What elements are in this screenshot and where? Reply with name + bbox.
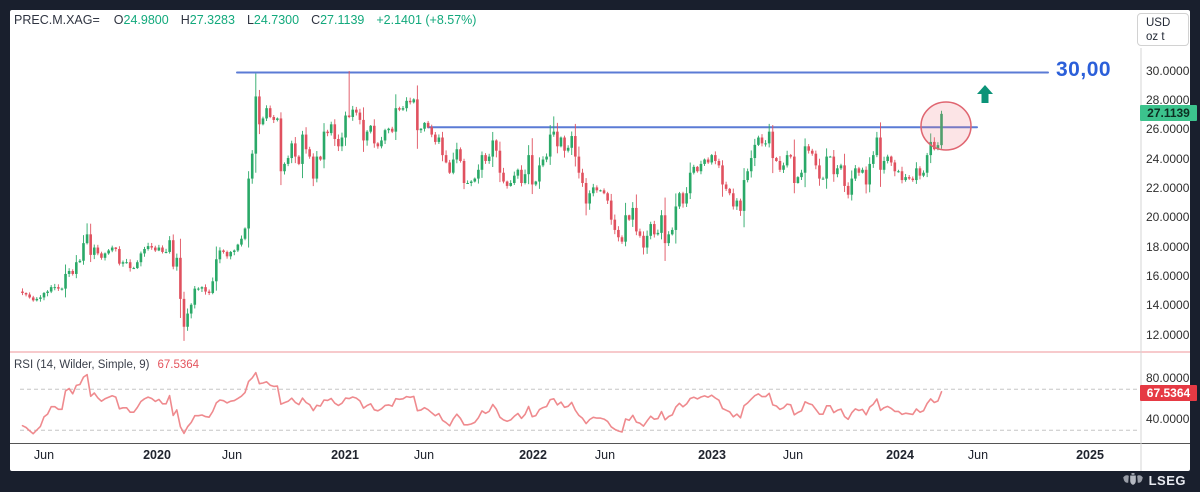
time-axis-tick: 2024 <box>886 448 914 462</box>
time-axis-tick: Jun <box>594 448 616 462</box>
lseg-logo: LSEG <box>1122 471 1186 489</box>
last-price-badge: 27.1139 <box>1140 105 1197 121</box>
lseg-brand-text: LSEG <box>1148 472 1186 488</box>
rsi-value: 67.5364 <box>157 359 200 371</box>
open-label: O <box>113 13 124 27</box>
rsi-axis-tick: 40.0000 <box>1146 412 1190 426</box>
chart-panel <box>10 10 1190 471</box>
time-axis-tick: 2020 <box>143 448 171 462</box>
open-value: 24.9800 <box>123 13 169 27</box>
highlight-circle <box>920 101 972 151</box>
time-axis-tick: Jun <box>967 448 989 462</box>
rsi-header: RSI (14, Wilder, Simple, 9) 67.5364 <box>14 359 199 371</box>
price-axis-tick: 12.0000 <box>1146 327 1190 342</box>
time-axis-tick: Jun <box>782 448 804 462</box>
low-value: 24.7300 <box>253 13 300 27</box>
low-label: L <box>246 13 254 27</box>
time-axis-tick: Jun <box>221 448 243 462</box>
price-unit-box: USD oz t <box>1137 13 1189 46</box>
unit-currency: USD <box>1146 17 1171 29</box>
price-axis-tick: 28.0000 <box>1146 92 1190 107</box>
rsi-guide-lines <box>20 388 1140 431</box>
change-value: +2.1401 (+8.57%) <box>376 13 477 27</box>
high-value: 27.3283 <box>189 13 235 27</box>
candlestick-series <box>21 71 943 341</box>
rsi-label: RSI (14, Wilder, Simple, 9) <box>14 359 150 371</box>
instrument-header: PREC.M.XAG= O24.9800 H27.3283 L24.7300 C27.1… <box>14 13 476 27</box>
time-axis-tick: 2025 <box>1076 448 1104 462</box>
time-axis-tick: Jun <box>413 448 435 462</box>
price-axis-tick: 14.0000 <box>1146 298 1190 313</box>
breakout-arrow-icon <box>977 85 993 103</box>
symbol-label: PREC.M.XAG= <box>14 13 100 27</box>
lseg-crest-icon <box>1122 473 1143 485</box>
rsi-line <box>21 371 943 435</box>
close-value: 27.1139 <box>320 13 365 27</box>
resistance-lines <box>236 71 1049 129</box>
price-axis-tick: 22.0000 <box>1146 180 1190 195</box>
price-axis-tick: 24.0000 <box>1146 151 1190 166</box>
price-axis-tick: 30.0000 <box>1146 63 1190 78</box>
price-axis-tick: 20.0000 <box>1146 210 1190 225</box>
rsi-axis-tick: 80.0000 <box>1146 371 1190 385</box>
unit-measure: oz t <box>1146 31 1165 43</box>
rsi-value-badge: 67.5364 <box>1140 385 1197 401</box>
price-axis-tick: 26.0000 <box>1146 122 1190 137</box>
high-label: H <box>180 13 190 27</box>
time-axis-tick: Jun <box>33 448 55 462</box>
price-axis-tick: 16.0000 <box>1146 268 1190 283</box>
time-axis-tick: 2023 <box>698 448 726 462</box>
pane-separators <box>10 48 1190 471</box>
resistance-level-label: 30,00 <box>1056 58 1112 81</box>
time-axis-tick: 2022 <box>519 448 547 462</box>
time-axis-tick: 2021 <box>331 448 359 462</box>
close-label: C <box>311 13 321 27</box>
price-axis-tick: 18.0000 <box>1146 239 1190 254</box>
